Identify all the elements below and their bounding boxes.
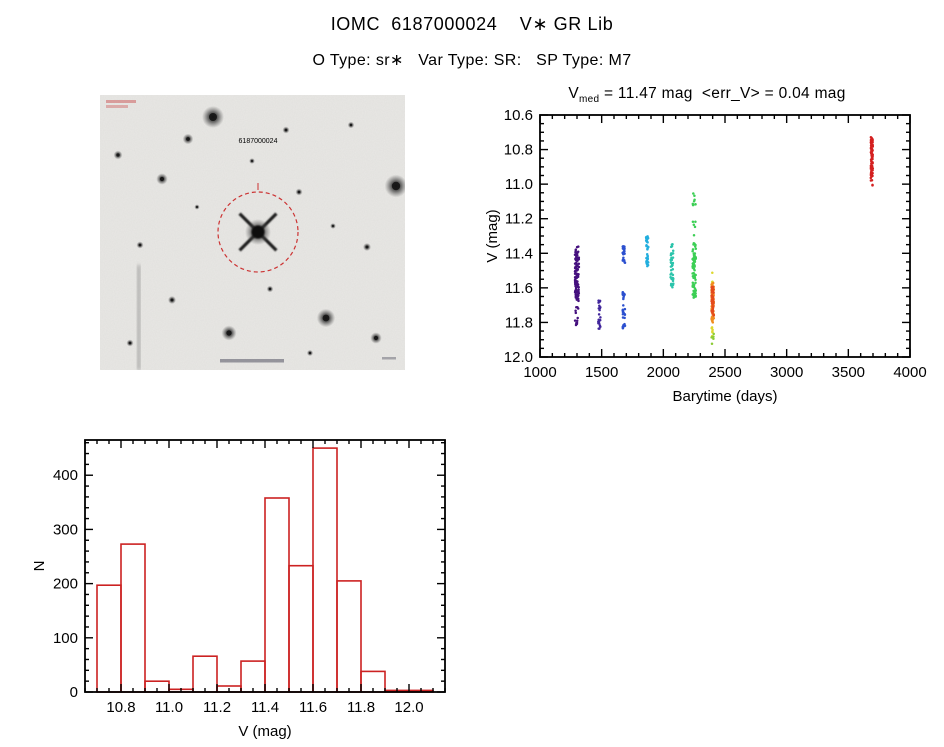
svg-text:10.8: 10.8	[504, 142, 533, 159]
lightcurve-cluster	[869, 136, 875, 187]
svg-text:11.4: 11.4	[251, 699, 279, 716]
svg-text:200: 200	[53, 576, 78, 593]
svg-text:2000: 2000	[647, 364, 680, 381]
page-subtitle: O Type: sr∗ Var Type: SR: SP Type: M7	[312, 52, 632, 69]
histogram-ylabel: N	[31, 561, 48, 572]
svg-text:11.8: 11.8	[505, 314, 533, 331]
svg-text:400: 400	[53, 467, 78, 484]
lightcurve-axes: 1000 1500 2000 2500 3000 3500 4000 10.6 10.8 11.0…	[504, 107, 927, 381]
lightcurve-cluster	[644, 235, 650, 268]
histogram-bar	[240, 660, 266, 693]
svg-text:10.8: 10.8	[106, 699, 135, 716]
lightcurve-cluster	[621, 245, 627, 330]
svg-text:11.8: 11.8	[347, 699, 375, 716]
lightcurve-title: Vmed = 11.47 mag <err_V> = 0.04 mag	[470, 85, 944, 105]
lightcurve-cluster	[691, 192, 698, 299]
lightcurve-title-prefix: V	[568, 85, 579, 102]
svg-text:300: 300	[53, 521, 78, 538]
histogram-bars	[96, 447, 434, 693]
finder-target-star	[238, 212, 278, 252]
histogram-xlabel: V (mag)	[238, 723, 291, 740]
histogram-bar	[312, 447, 338, 693]
lightcurve-cluster	[597, 299, 602, 330]
lightcurve-xlabel: Barytime (days)	[672, 388, 777, 405]
lightcurve-plot: 1000 1500 2000 2500 3000 3500 4000 10.6 10.8 11.0…	[484, 107, 927, 405]
lightcurve-cluster	[669, 242, 675, 289]
histogram-bar	[96, 584, 122, 693]
lightcurve-ylabel: V (mag)	[484, 209, 501, 262]
svg-text:11.4: 11.4	[505, 245, 533, 262]
lightcurve-cluster	[573, 245, 581, 327]
histogram-bar	[192, 655, 218, 693]
lightcurve-title-rest: = 11.47 mag <err_V> = 0.04 mag	[599, 85, 846, 102]
svg-text:1500: 1500	[585, 364, 618, 381]
svg-text:11.6: 11.6	[299, 699, 327, 716]
finding-chart-image: 6187000024	[100, 95, 405, 370]
svg-text:11.2: 11.2	[203, 699, 231, 716]
svg-text:10.6: 10.6	[504, 107, 533, 124]
svg-text:11.0: 11.0	[155, 699, 183, 716]
svg-text:2500: 2500	[708, 364, 741, 381]
svg-text:3000: 3000	[770, 364, 803, 381]
finder-target-label: 6187000024	[239, 138, 278, 145]
svg-text:1000: 1000	[523, 364, 556, 381]
lightcurve-points	[573, 136, 875, 345]
lightcurve-title-subscript: med	[579, 94, 600, 106]
svg-text:11.2: 11.2	[505, 211, 533, 228]
histogram-bar	[336, 580, 362, 693]
finder-trail-streak	[137, 265, 141, 370]
svg-text:11.6: 11.6	[505, 280, 533, 297]
histogram-bar	[120, 543, 146, 693]
page-title: IOMC 6187000024 V∗ GR Lib	[330, 14, 614, 34]
finder-target-circle	[217, 191, 299, 273]
svg-text:100: 100	[53, 630, 78, 647]
histogram-plot: 10.8 11.0 11.2 11.4 11.6 11.8 12.0 0 100 200 300 40…	[31, 439, 446, 740]
histogram-bar	[288, 564, 314, 693]
svg-text:0: 0	[70, 684, 78, 701]
finder-stars	[113, 106, 405, 357]
svg-text:12.0: 12.0	[394, 699, 423, 716]
svg-text:4000: 4000	[893, 364, 926, 381]
svg-text:12.0: 12.0	[504, 349, 533, 366]
histogram-axes: 10.8 11.0 11.2 11.4 11.6 11.8 12.0 0 100 200 300 40…	[53, 439, 446, 716]
svg-text:3500: 3500	[832, 364, 865, 381]
finder-corner-annotations	[106, 100, 396, 363]
histogram-bar	[264, 497, 290, 693]
svg-text:11.0: 11.0	[505, 176, 533, 193]
lightcurve-cluster	[710, 271, 716, 345]
